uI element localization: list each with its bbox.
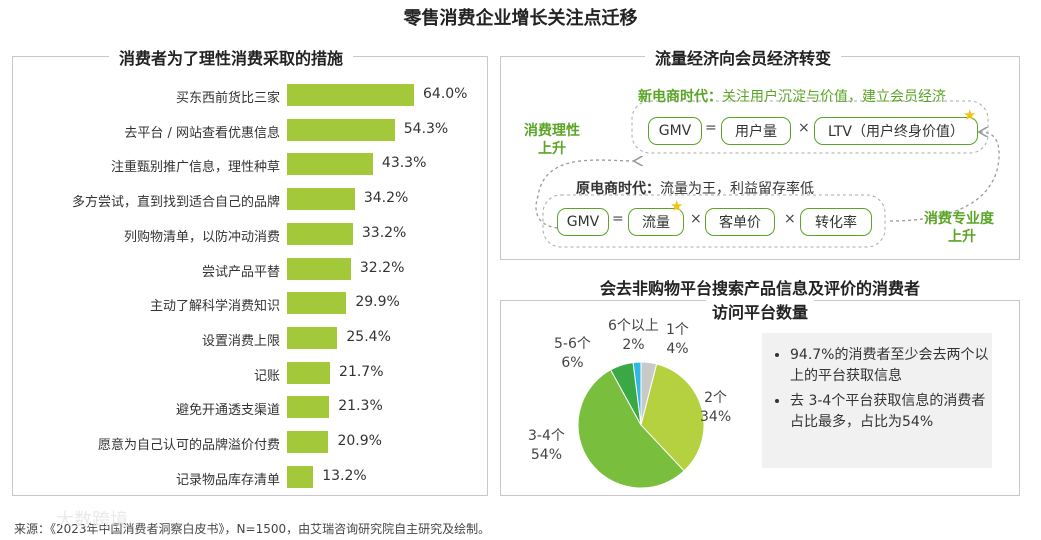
new-formula-group (631, 100, 989, 154)
avg-order-box: 客单价 (705, 208, 775, 236)
bar-value-label: 13.2% (322, 467, 367, 484)
bar-category-label: 去平台 / 网站查看优惠信息 (124, 125, 280, 141)
pie-slice-name: 1个 (666, 322, 689, 338)
equals-sign: = (705, 120, 717, 136)
bar-category-label: 设置消费上限 (201, 333, 280, 349)
footer-source: 来源：《2023年中国消费者洞察白皮书》，N=1500，由艾瑞咨询研究院自主研究… (14, 522, 491, 536)
bar-value-label: 33.2% (361, 224, 407, 241)
bar (287, 396, 330, 419)
bar (287, 326, 338, 349)
new-era-label: 新电商时代： (638, 89, 722, 105)
pie-slice-name: 6个以上 (608, 318, 659, 334)
note-item: 94.7%的消费者至少会去两个以上的平台获取信息 (790, 345, 992, 387)
bar-category-label: 尝试产品平替 (201, 264, 280, 280)
bar-category-label: 列购物清单，以防冲动消费 (123, 229, 280, 245)
multiply-sign: × (798, 120, 810, 136)
bar-category-label: 记账 (253, 368, 280, 384)
bottom-right-title: 会去非购物平台搜索产品信息及评价的消费者 访问平台数量 (500, 275, 1020, 323)
bar-category-label: 注重甄别推广信息，理性种草 (110, 160, 280, 176)
pie-slice-label: 1个 4% (666, 321, 689, 359)
pie-slice-value: 2% (622, 337, 645, 353)
bar (287, 361, 331, 384)
bar-category-label: 记录物品库存清单 (175, 472, 280, 488)
pie-slice-value: 4% (666, 341, 689, 357)
pie-slice-value: 54% (530, 447, 562, 463)
pie-slice-value: 34% (700, 409, 732, 425)
pie-slice-label: 6个以上 2% (608, 317, 659, 355)
bar-value-label: 21.7% (339, 363, 384, 380)
pie-slice-label: 2个 34% (700, 389, 731, 427)
multiply-sign: × (784, 211, 796, 227)
bar-value-label: 54.3% (403, 120, 449, 137)
bar-category-label: 多方尝试，直到找到适合自己的品牌 (71, 195, 280, 211)
traffic-box: 流量 (628, 208, 684, 236)
multiply-sign: × (690, 211, 702, 227)
gmv-box-old: GMV (557, 208, 609, 236)
left-arrow (535, 160, 635, 229)
bar-value-label: 32.2% (359, 259, 405, 276)
left-panel-title: 消费者为了理性消费采取的措施 (109, 45, 354, 69)
pie-slice-name: 2个 (704, 390, 728, 406)
bar-value-label: 64.0% (423, 86, 468, 102)
old-formula-group (542, 194, 886, 248)
old-era-label: 原电商时代： (576, 181, 660, 197)
user-count-box: 用户量 (721, 117, 791, 145)
bar-value-label: 21.3% (338, 398, 383, 415)
pie-slice-value: 6% (561, 355, 584, 371)
page-title: 零售消费企业增长关注点迁移 (403, 8, 638, 29)
pie-slice-name: 5-6个 (554, 336, 591, 352)
bar-category-label: 愿意为自己认可的品牌溢价付费 (97, 438, 280, 453)
bar-category-label: 买东西前货比三家 (175, 91, 280, 106)
bar-value-label: 43.3% (381, 155, 427, 172)
bar-value-label: 34.2% (363, 190, 409, 207)
left-note-line1: 消费理性 (524, 123, 580, 139)
star-icon: ★ (963, 106, 977, 124)
conversion-box: 转化率 (800, 208, 872, 236)
bar (287, 431, 329, 453)
bar (287, 84, 414, 106)
pie-slice-label: 5-6个 6% (554, 335, 591, 373)
bar (287, 222, 353, 245)
bar-value-label: 20.9% (337, 433, 382, 449)
new-era-text: 关注用户沉淀与价值，建立会员经济 (722, 89, 946, 105)
bar (287, 465, 314, 488)
star-icon: ★ (670, 197, 684, 215)
pie-title-line1: 会去非购物平台搜索产品信息及评价的消费者 (593, 275, 926, 299)
cycle-arrows (535, 100, 1000, 248)
right-note-line2: 上升 (948, 229, 976, 245)
left-note-line2: 上升 (538, 141, 566, 157)
bar-value-label: 25.4% (346, 328, 391, 345)
bar-value-label: 29.9% (355, 294, 400, 311)
bar (287, 188, 355, 211)
notes-box: 94.7%的消费者至少会去两个以上的平台获取信息 去 3-4个平台获取信息的消费… (762, 333, 992, 468)
equals-sign: = (612, 211, 624, 227)
right-arrow (889, 132, 1000, 222)
bar (287, 118, 395, 141)
bar (287, 153, 373, 176)
ltv-box: LTV（用户终身价值） (814, 117, 978, 145)
note-item: 去 3-4个平台获取信息的消费者占比最多，占比为54% (790, 391, 992, 433)
pie-slice (632, 361, 642, 426)
right-note-line1: 消费专业度 (924, 211, 994, 227)
watermark: 大数跨境 (56, 510, 128, 531)
bar (287, 292, 347, 315)
gmv-box-new: GMV (648, 117, 702, 145)
pie-slice-label: 3-4个 54% (528, 427, 565, 465)
pie-slice (577, 369, 685, 489)
pie-title-line2: 访问平台数量 (705, 299, 814, 323)
old-era-line: 原电商时代：流量为王，利益留存率低 (576, 178, 814, 198)
pie-slice-name: 3-4个 (528, 428, 565, 444)
old-era-text: 流量为王，利益留存率低 (660, 181, 814, 197)
bar-category-label: 主动了解科学消费知识 (149, 299, 280, 315)
bar (287, 257, 351, 280)
pie-slice (640, 363, 705, 472)
top-right-title: 流量经济向会员经济转变 (645, 45, 842, 69)
new-era-line: 新电商时代：关注用户沉淀与价值，建立会员经济 (638, 86, 946, 106)
bar-category-label: 避免开通透支渠道 (175, 403, 280, 419)
